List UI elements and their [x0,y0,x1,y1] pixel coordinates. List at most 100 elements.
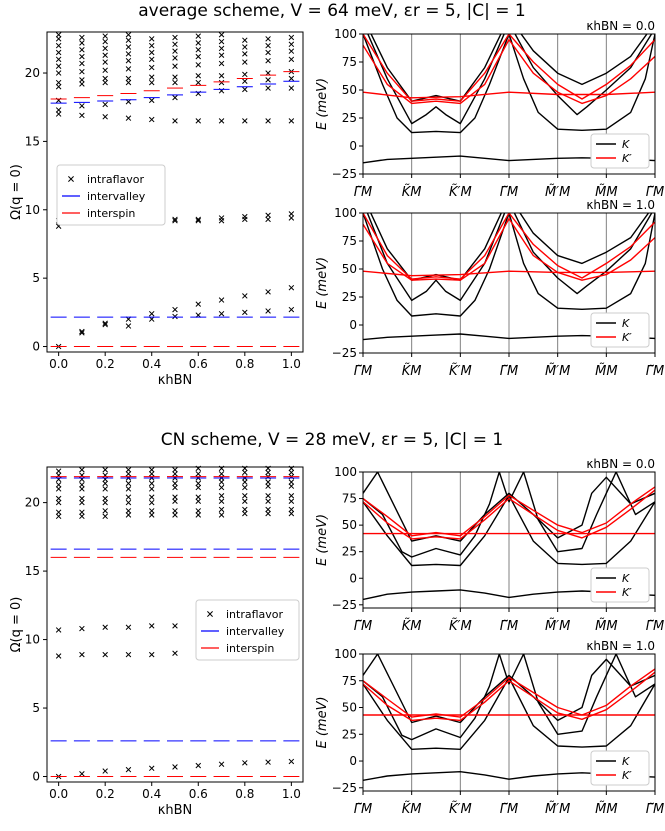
marker-intraflavor [288,34,295,41]
marker-intraflavor [172,512,178,518]
marker-intraflavor [172,34,178,41]
marker-intraflavor [172,498,178,504]
marker-intraflavor [79,103,85,109]
marker-intraflavor [102,59,108,65]
marker-intraflavor [79,112,85,119]
marker-intraflavor [102,495,108,502]
y-tick-label: 15 [25,564,40,578]
band-Kprime-2 [363,668,655,718]
marker-intraflavor [79,466,85,473]
marker-intraflavor [288,75,295,82]
marker-intraflavor [79,328,85,335]
kpoint-label: K̃′M [449,802,472,817]
marker-intraflavor [102,624,108,630]
marker-intraflavor [195,47,202,53]
marker-intraflavor [288,493,295,499]
bands [363,472,655,601]
legend-label-Kprime: K′ [622,152,632,165]
marker-intraflavor [218,215,225,221]
y-tick-label: 100 [334,465,357,479]
y-tick-label: 0 [349,754,357,768]
marker-intraflavor [218,79,225,86]
marker-intraflavor [265,498,271,504]
marker-intraflavor [288,306,295,313]
legend-label-Kprime: K′ [622,331,632,344]
band-panel-cn_bands_k0: −25 0 25 50 75 100 Γ̃M K̃M K̃′M Γ̃M M̃′M M̃M Γ̃M κhBN… [315,457,664,634]
kpoint-label: Γ̃M [354,802,372,817]
marker-intraflavor [125,66,132,72]
kpoint-label: Γ̃M [500,619,518,634]
marker-intraflavor [79,499,85,506]
x-tick-label: 0.2 [96,357,115,371]
kpoint-label: Γ̃M [354,364,372,379]
marker-intraflavor [265,212,271,219]
marker-intraflavor [125,499,132,506]
marker-intraflavor [288,215,295,221]
marker-intraflavor [265,77,271,83]
marker-intraflavor [218,60,225,67]
y-tick-label: 25 [342,727,357,741]
marker-intraflavor [79,509,85,515]
kpoint-label: M̃M [595,364,617,379]
y-axis-label: E (meV) [315,514,330,566]
marker-intraflavor [79,495,85,502]
marker-intraflavor [55,49,62,56]
marker-intraflavor [55,513,62,520]
marker-intraflavor [242,86,248,93]
marker-intraflavor [265,308,271,314]
marker-intraflavor [242,479,248,485]
band-K-3 [363,654,655,724]
y-tick-label: 5 [32,701,40,715]
legend-label-K: K [622,572,630,585]
kpoint-label: Γ̃M [500,364,518,379]
marker-intraflavor [55,111,62,117]
legend-label-intraflavor: intraflavor [87,173,145,186]
marker-intraflavor [195,512,202,518]
marker-intraflavor [148,499,155,506]
marker-intraflavor [195,762,202,769]
marker-intraflavor [148,64,155,71]
band-Kprime-1 [363,489,655,540]
band-Kprime-2 [363,486,655,537]
marker-intraflavor [55,486,62,492]
marker-intraflavor [79,651,85,658]
marker-intraflavor [125,75,132,82]
marker-intraflavor [195,484,202,491]
x-tick-label: 0.0 [49,357,68,371]
marker-intraflavor [218,118,225,124]
marker-intraflavor [148,623,155,629]
marker-intraflavor [148,56,155,63]
y-tick-label: 75 [342,55,357,69]
kpoint-label: M̃M [595,619,617,634]
legend-label-K: K [622,138,630,151]
marker-intraflavor [218,512,225,518]
kpoint-label: K̃′M [449,185,472,200]
y-axis-label: E (meV) [315,78,330,130]
marker-intraflavor [148,765,155,772]
marker-intraflavor [265,510,271,517]
marker-intraflavor [265,493,271,499]
omega-panel-avg_omega: 0.0 0.2 0.4 0.6 0.8 1.0 0 5 10 15 20 κhBN Ω(q = 0) in… [9,31,304,388]
marker-intraflavor [125,651,132,658]
marker-intraflavor [55,482,62,488]
band-K-3 [363,472,655,542]
x-tick-label: 0.6 [189,787,208,801]
x-tick-label: 0.0 [49,787,68,801]
y-axis-label: Ω(q = 0) [9,597,24,653]
marker-intraflavor [242,493,248,499]
y-tick-label: 10 [25,203,40,217]
marker-intraflavor [195,62,202,68]
marker-intraflavor [125,624,132,630]
legend-frame [56,164,166,226]
marker-intraflavor [242,760,248,766]
x-tick-label: 0.2 [96,787,115,801]
band-Kprime-1 [363,671,655,722]
marker-intraflavor [125,508,132,514]
marker-intraflavor [55,627,62,633]
marker-intraflavor [102,466,108,473]
marker-intraflavor [79,34,85,41]
marker-intraflavor [55,509,62,515]
marker-intraflavor [195,40,202,46]
y-tick-label: 75 [342,492,357,506]
omega-panel-cn_omega: 0.0 0.2 0.4 0.6 0.8 1.0 0 5 10 15 20 κhBN Ω(q = 0) in… [9,465,304,818]
